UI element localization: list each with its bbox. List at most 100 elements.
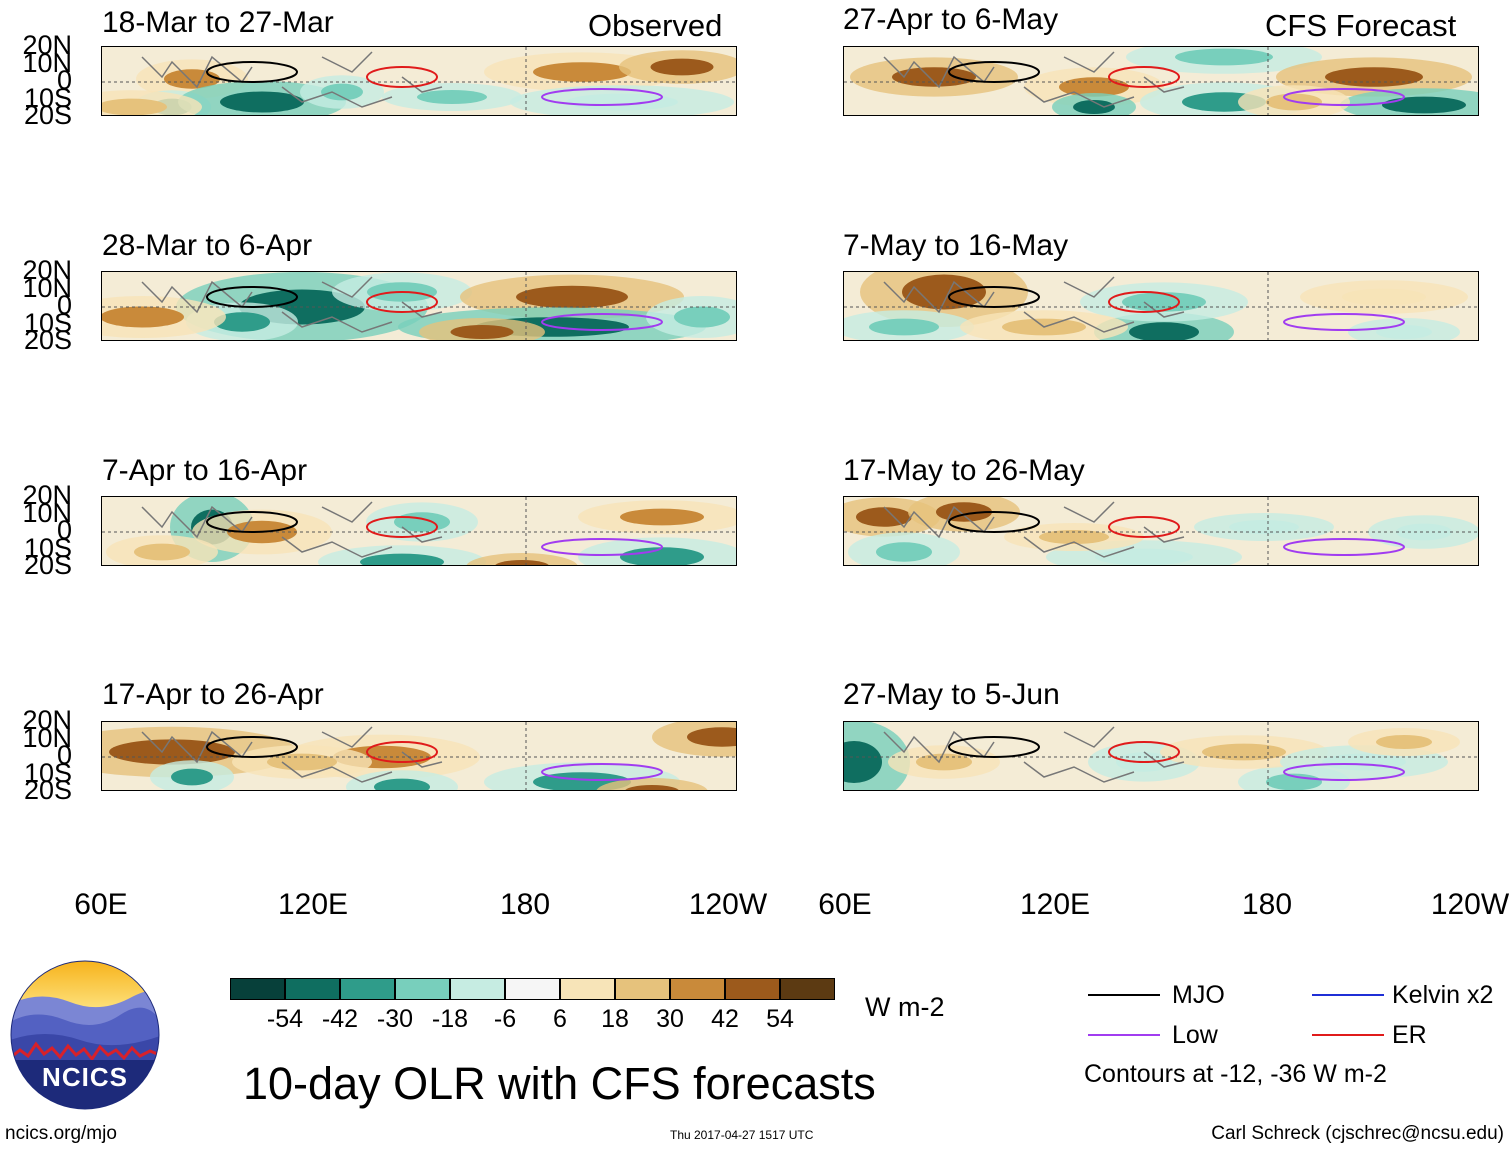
footer-url: ncics.org/mjo bbox=[5, 1123, 117, 1144]
olr-anomaly-core bbox=[687, 727, 736, 747]
legend-er-line bbox=[1312, 1034, 1384, 1036]
lat-label: 20N bbox=[22, 255, 72, 285]
olr-anomaly-core bbox=[394, 512, 450, 532]
low-contour bbox=[1283, 538, 1405, 556]
colorbar-swatch bbox=[505, 978, 560, 1000]
colorbar-units: W m-2 bbox=[865, 992, 945, 1022]
olr-anomaly-region bbox=[596, 778, 708, 790]
olr-anomaly-core bbox=[625, 785, 679, 790]
olr-anomaly-core bbox=[374, 778, 430, 790]
olr-anomaly-core bbox=[134, 543, 190, 561]
colorbar-tick-label: -54 bbox=[266, 1005, 304, 1033]
low-contour bbox=[541, 313, 663, 331]
lat-label: 20S bbox=[23, 775, 72, 805]
footer-timestamp: Thu 2017-04-27 1517 UTC bbox=[670, 1128, 814, 1142]
colorbar-swatch bbox=[560, 978, 615, 1000]
lat-label: 0 bbox=[56, 515, 72, 545]
lat-label: 10S bbox=[23, 532, 72, 563]
olr-anomaly-core bbox=[164, 69, 220, 89]
forecast-map-panel bbox=[843, 496, 1479, 566]
observed-header: Observed bbox=[588, 8, 723, 43]
er-contour bbox=[1108, 66, 1180, 88]
olr-anomaly-core bbox=[102, 306, 184, 328]
colorbar-tick-label: 42 bbox=[711, 1005, 739, 1033]
colorbar-swatch bbox=[230, 978, 285, 1000]
olr-anomaly-core bbox=[1376, 735, 1432, 749]
observed-map-panel bbox=[101, 496, 737, 566]
olr-anomaly-core bbox=[856, 507, 912, 527]
olr-anomaly-core bbox=[102, 98, 167, 115]
olr-anomaly-core bbox=[1396, 523, 1452, 541]
lat-label: 20S bbox=[23, 550, 72, 580]
olr-anomaly-core bbox=[936, 502, 992, 522]
olr-anomaly-core bbox=[620, 547, 704, 565]
er-contour bbox=[366, 741, 438, 763]
olr-anomaly-core bbox=[869, 318, 939, 336]
ncics-logo: NCICS bbox=[10, 960, 160, 1110]
olr-anomaly-map bbox=[102, 497, 736, 565]
olr-anomaly-map bbox=[844, 497, 1478, 565]
colorbar-tick-label: -18 bbox=[431, 1005, 469, 1033]
er-contour bbox=[1108, 741, 1180, 763]
low-contour bbox=[1283, 763, 1405, 781]
olr-anomaly-core bbox=[620, 508, 704, 526]
olr-anomaly-region bbox=[466, 553, 578, 565]
er-contour bbox=[366, 66, 438, 88]
lat-label: 10N bbox=[22, 497, 72, 528]
lat-label: 10N bbox=[22, 722, 72, 753]
lat-label: 10S bbox=[23, 82, 72, 113]
lat-label: 10S bbox=[23, 307, 72, 338]
legend-low-label: Low bbox=[1172, 1021, 1218, 1049]
observed-panel-2-title: 28-Mar to 6-Apr bbox=[102, 229, 313, 262]
olr-anomaly-core bbox=[1039, 530, 1109, 544]
colorbar-swatch bbox=[450, 978, 505, 1000]
olr-anomaly-core bbox=[674, 306, 730, 328]
legend-mjo-label: MJO bbox=[1172, 981, 1225, 1009]
olr-anomaly-map bbox=[102, 272, 736, 340]
colorbar-swatch bbox=[340, 978, 395, 1000]
low-contour bbox=[541, 88, 663, 106]
olr-anomaly-core bbox=[876, 542, 932, 562]
coastline bbox=[883, 726, 1185, 783]
olr-anomaly-core bbox=[566, 93, 678, 111]
lat-label: 20N bbox=[22, 705, 72, 735]
observed-map-panel bbox=[101, 271, 737, 341]
lon-label-180-left: 180 bbox=[499, 888, 551, 921]
colorbar-swatch bbox=[780, 978, 835, 1000]
lat-label: 20N bbox=[22, 480, 72, 510]
lon-label-60e-right: 60E bbox=[818, 888, 872, 921]
olr-anomaly-core bbox=[533, 62, 631, 82]
colorbar-swatch bbox=[615, 978, 670, 1000]
legend-kelvin-line bbox=[1312, 994, 1384, 996]
lat-label: 20S bbox=[23, 100, 72, 130]
low-contour bbox=[541, 763, 663, 781]
coastline bbox=[141, 276, 443, 333]
olr-anomaly-core bbox=[1202, 743, 1286, 761]
colorbar-tick-label: 30 bbox=[656, 1005, 684, 1033]
olr-anomaly-core bbox=[495, 560, 549, 565]
olr-anomaly-core bbox=[844, 741, 882, 783]
colorbar-swatch bbox=[285, 978, 340, 1000]
main-title: 10-day OLR with CFS forecasts bbox=[243, 1058, 876, 1109]
olr-anomaly-core bbox=[321, 83, 363, 101]
olr-anomaly-core bbox=[109, 739, 235, 765]
low-contour bbox=[1283, 88, 1405, 106]
olr-anomaly-map bbox=[844, 272, 1478, 340]
colorbar-swatch bbox=[725, 978, 780, 1000]
olr-anomaly-map bbox=[102, 47, 736, 115]
mjo-contour bbox=[948, 511, 1040, 533]
colorbar-tick-label: 18 bbox=[601, 1005, 629, 1033]
legend-contours-note: Contours at -12, -36 W m-2 bbox=[1084, 1060, 1387, 1088]
colorbar-tick-label: -42 bbox=[321, 1005, 359, 1033]
olr-anomaly-core bbox=[1073, 100, 1115, 114]
mjo-contour bbox=[948, 286, 1040, 308]
legend-kelvin-label: Kelvin x2 bbox=[1392, 981, 1494, 1009]
mjo-contour bbox=[206, 286, 298, 308]
mjo-contour bbox=[948, 736, 1040, 758]
low-contour bbox=[541, 538, 663, 556]
olr-anomaly-core bbox=[902, 274, 986, 310]
olr-anomaly-core bbox=[214, 312, 270, 332]
olr-anomaly-core bbox=[1382, 96, 1466, 114]
footer-credit: Carl Schreck (cjschrec@ncsu.edu) bbox=[1211, 1123, 1504, 1144]
olr-anomaly-core bbox=[417, 90, 487, 104]
